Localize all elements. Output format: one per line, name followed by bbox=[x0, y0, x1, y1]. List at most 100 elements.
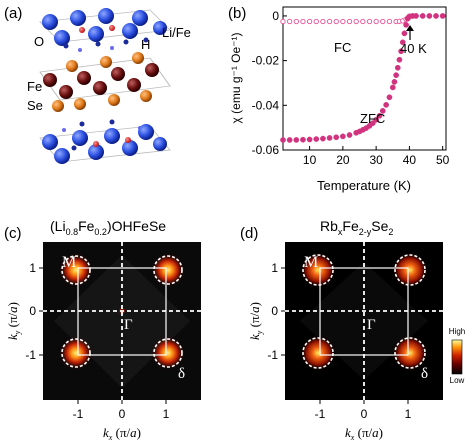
data-point-zfc bbox=[346, 132, 353, 138]
data-point-zfc bbox=[393, 72, 399, 78]
ylabel-d: ky (π/a) bbox=[247, 302, 264, 340]
label-m-d: M bbox=[304, 254, 318, 271]
spot-c-bl bbox=[59, 336, 93, 370]
data-point-fc bbox=[380, 18, 386, 25]
xtick-d-2: 1 bbox=[405, 407, 412, 421]
data-point-zfc bbox=[419, 13, 426, 19]
xtick-d-1: 0 bbox=[361, 407, 368, 421]
data-point-zfc bbox=[433, 13, 439, 19]
data-point-fc bbox=[320, 18, 326, 25]
data-point-zfc bbox=[401, 30, 408, 37]
transition-arrowhead bbox=[406, 25, 414, 31]
chart-series bbox=[280, 13, 446, 143]
data-point-fc bbox=[280, 18, 286, 25]
chart-ticks: 10 20 30 40 50 0 -0.02 -0.04 -0.06 bbox=[252, 9, 450, 167]
spot-d-br bbox=[392, 335, 428, 371]
xtick-c-2: 1 bbox=[163, 407, 170, 421]
data-point-fc bbox=[373, 18, 379, 25]
data-point-zfc bbox=[389, 84, 396, 91]
spot-d-tr bbox=[392, 252, 428, 288]
data-point-zfc bbox=[386, 94, 393, 101]
data-point-fc bbox=[313, 18, 319, 25]
colorbar-high-label: High bbox=[449, 327, 465, 336]
lifeoh-layer-bottom bbox=[39, 119, 171, 164]
data-point-fc bbox=[306, 18, 313, 25]
panel-a: (a) bbox=[4, 5, 191, 164]
panel-b: (b) 10 20 30 40 50 0 -0.02 -0.04 -0.06 Temperatu… bbox=[228, 5, 450, 193]
data-point-fc bbox=[366, 18, 373, 25]
data-point-zfc bbox=[326, 135, 333, 141]
data-point-zfc bbox=[399, 39, 406, 46]
x-tick-label: 40 bbox=[403, 153, 417, 167]
data-point-zfc bbox=[403, 22, 409, 28]
annotation-zfc: ZFC bbox=[360, 111, 385, 126]
data-point-zfc bbox=[373, 116, 379, 123]
data-point-fc bbox=[333, 18, 339, 25]
y-tick-label: -0.04 bbox=[252, 98, 280, 112]
data-point-fc bbox=[360, 18, 366, 25]
data-point-zfc bbox=[379, 108, 386, 114]
data-point-zfc bbox=[293, 137, 300, 143]
data-point-fc bbox=[300, 18, 306, 25]
ytick-c-1: 0 bbox=[29, 304, 36, 318]
pocket-c-bl bbox=[61, 338, 91, 368]
data-point-zfc bbox=[320, 135, 326, 142]
xtick-c-1: 0 bbox=[119, 407, 126, 421]
data-point-zfc bbox=[426, 13, 433, 19]
annotation-fc: FC bbox=[334, 40, 351, 55]
pocket-c-tr bbox=[153, 255, 183, 285]
y-tick-label: -0.06 bbox=[252, 143, 280, 157]
atom-label-h: H bbox=[141, 37, 150, 52]
data-point-fc bbox=[386, 18, 393, 25]
pocket-c-br bbox=[153, 338, 183, 368]
data-point-zfc bbox=[306, 136, 313, 143]
data-point-fc bbox=[353, 18, 359, 25]
spot-d-bl bbox=[300, 335, 336, 371]
data-point-zfc bbox=[369, 120, 376, 127]
data-point-zfc bbox=[439, 13, 446, 19]
x-tick-label: 30 bbox=[369, 153, 383, 167]
data-point-zfc bbox=[340, 133, 346, 140]
data-point-fc bbox=[340, 18, 346, 25]
y-tick-label: -0.02 bbox=[252, 54, 280, 68]
atom-label-fe: Fe bbox=[27, 79, 42, 94]
panel-c: (c) (Li0.8Fe0.2)OHFeSe M Γ δ -1 0 1 1 0 … bbox=[4, 218, 201, 442]
label-gamma-c: Γ bbox=[124, 317, 133, 333]
atom-label-life: Li/Fe bbox=[162, 25, 191, 40]
y-tick-label: 0 bbox=[272, 9, 279, 23]
data-point-zfc bbox=[398, 48, 404, 55]
ticks-c bbox=[39, 267, 167, 404]
data-point-zfc bbox=[280, 137, 286, 143]
data-point-fc bbox=[326, 18, 333, 25]
label-delta-c: δ bbox=[178, 366, 185, 382]
y-axis-label: χ (emu g⁻¹ Oe⁻¹) bbox=[229, 33, 243, 124]
xtick-d-0: -1 bbox=[315, 407, 326, 421]
panel-c-title: (Li0.8Fe0.2)OHFeSe bbox=[50, 218, 166, 237]
pocket-d-br bbox=[394, 337, 426, 369]
x-tick-label: 20 bbox=[336, 153, 350, 167]
data-point-zfc bbox=[391, 79, 398, 85]
spot-c-tl bbox=[59, 253, 93, 287]
x-axis-label: Temperature (K) bbox=[317, 178, 411, 193]
data-point-fc bbox=[287, 18, 293, 25]
panel-label-b: (b) bbox=[228, 5, 246, 22]
data-point-zfc bbox=[333, 134, 340, 141]
data-point-zfc bbox=[396, 56, 403, 63]
x-tick-label: 50 bbox=[436, 153, 450, 167]
data-point-zfc bbox=[300, 136, 306, 143]
colorbar-low-label: Low bbox=[450, 376, 465, 385]
spot-c-tr bbox=[151, 253, 185, 287]
colorbar bbox=[451, 339, 463, 375]
chart-frame bbox=[282, 6, 447, 151]
pocket-d-tl bbox=[302, 254, 334, 286]
xtick-c-0: -1 bbox=[73, 407, 84, 421]
spot-c-br bbox=[151, 336, 185, 370]
xlabel-d: kx (π/a) bbox=[345, 425, 383, 442]
ytick-c-2: -1 bbox=[25, 348, 36, 362]
ytick-c-0: 1 bbox=[29, 261, 36, 275]
spot-d-tl bbox=[300, 252, 336, 288]
ytick-d-1: 0 bbox=[271, 304, 278, 318]
panel-label-d: (d) bbox=[240, 225, 258, 242]
data-point-zfc bbox=[394, 64, 401, 71]
